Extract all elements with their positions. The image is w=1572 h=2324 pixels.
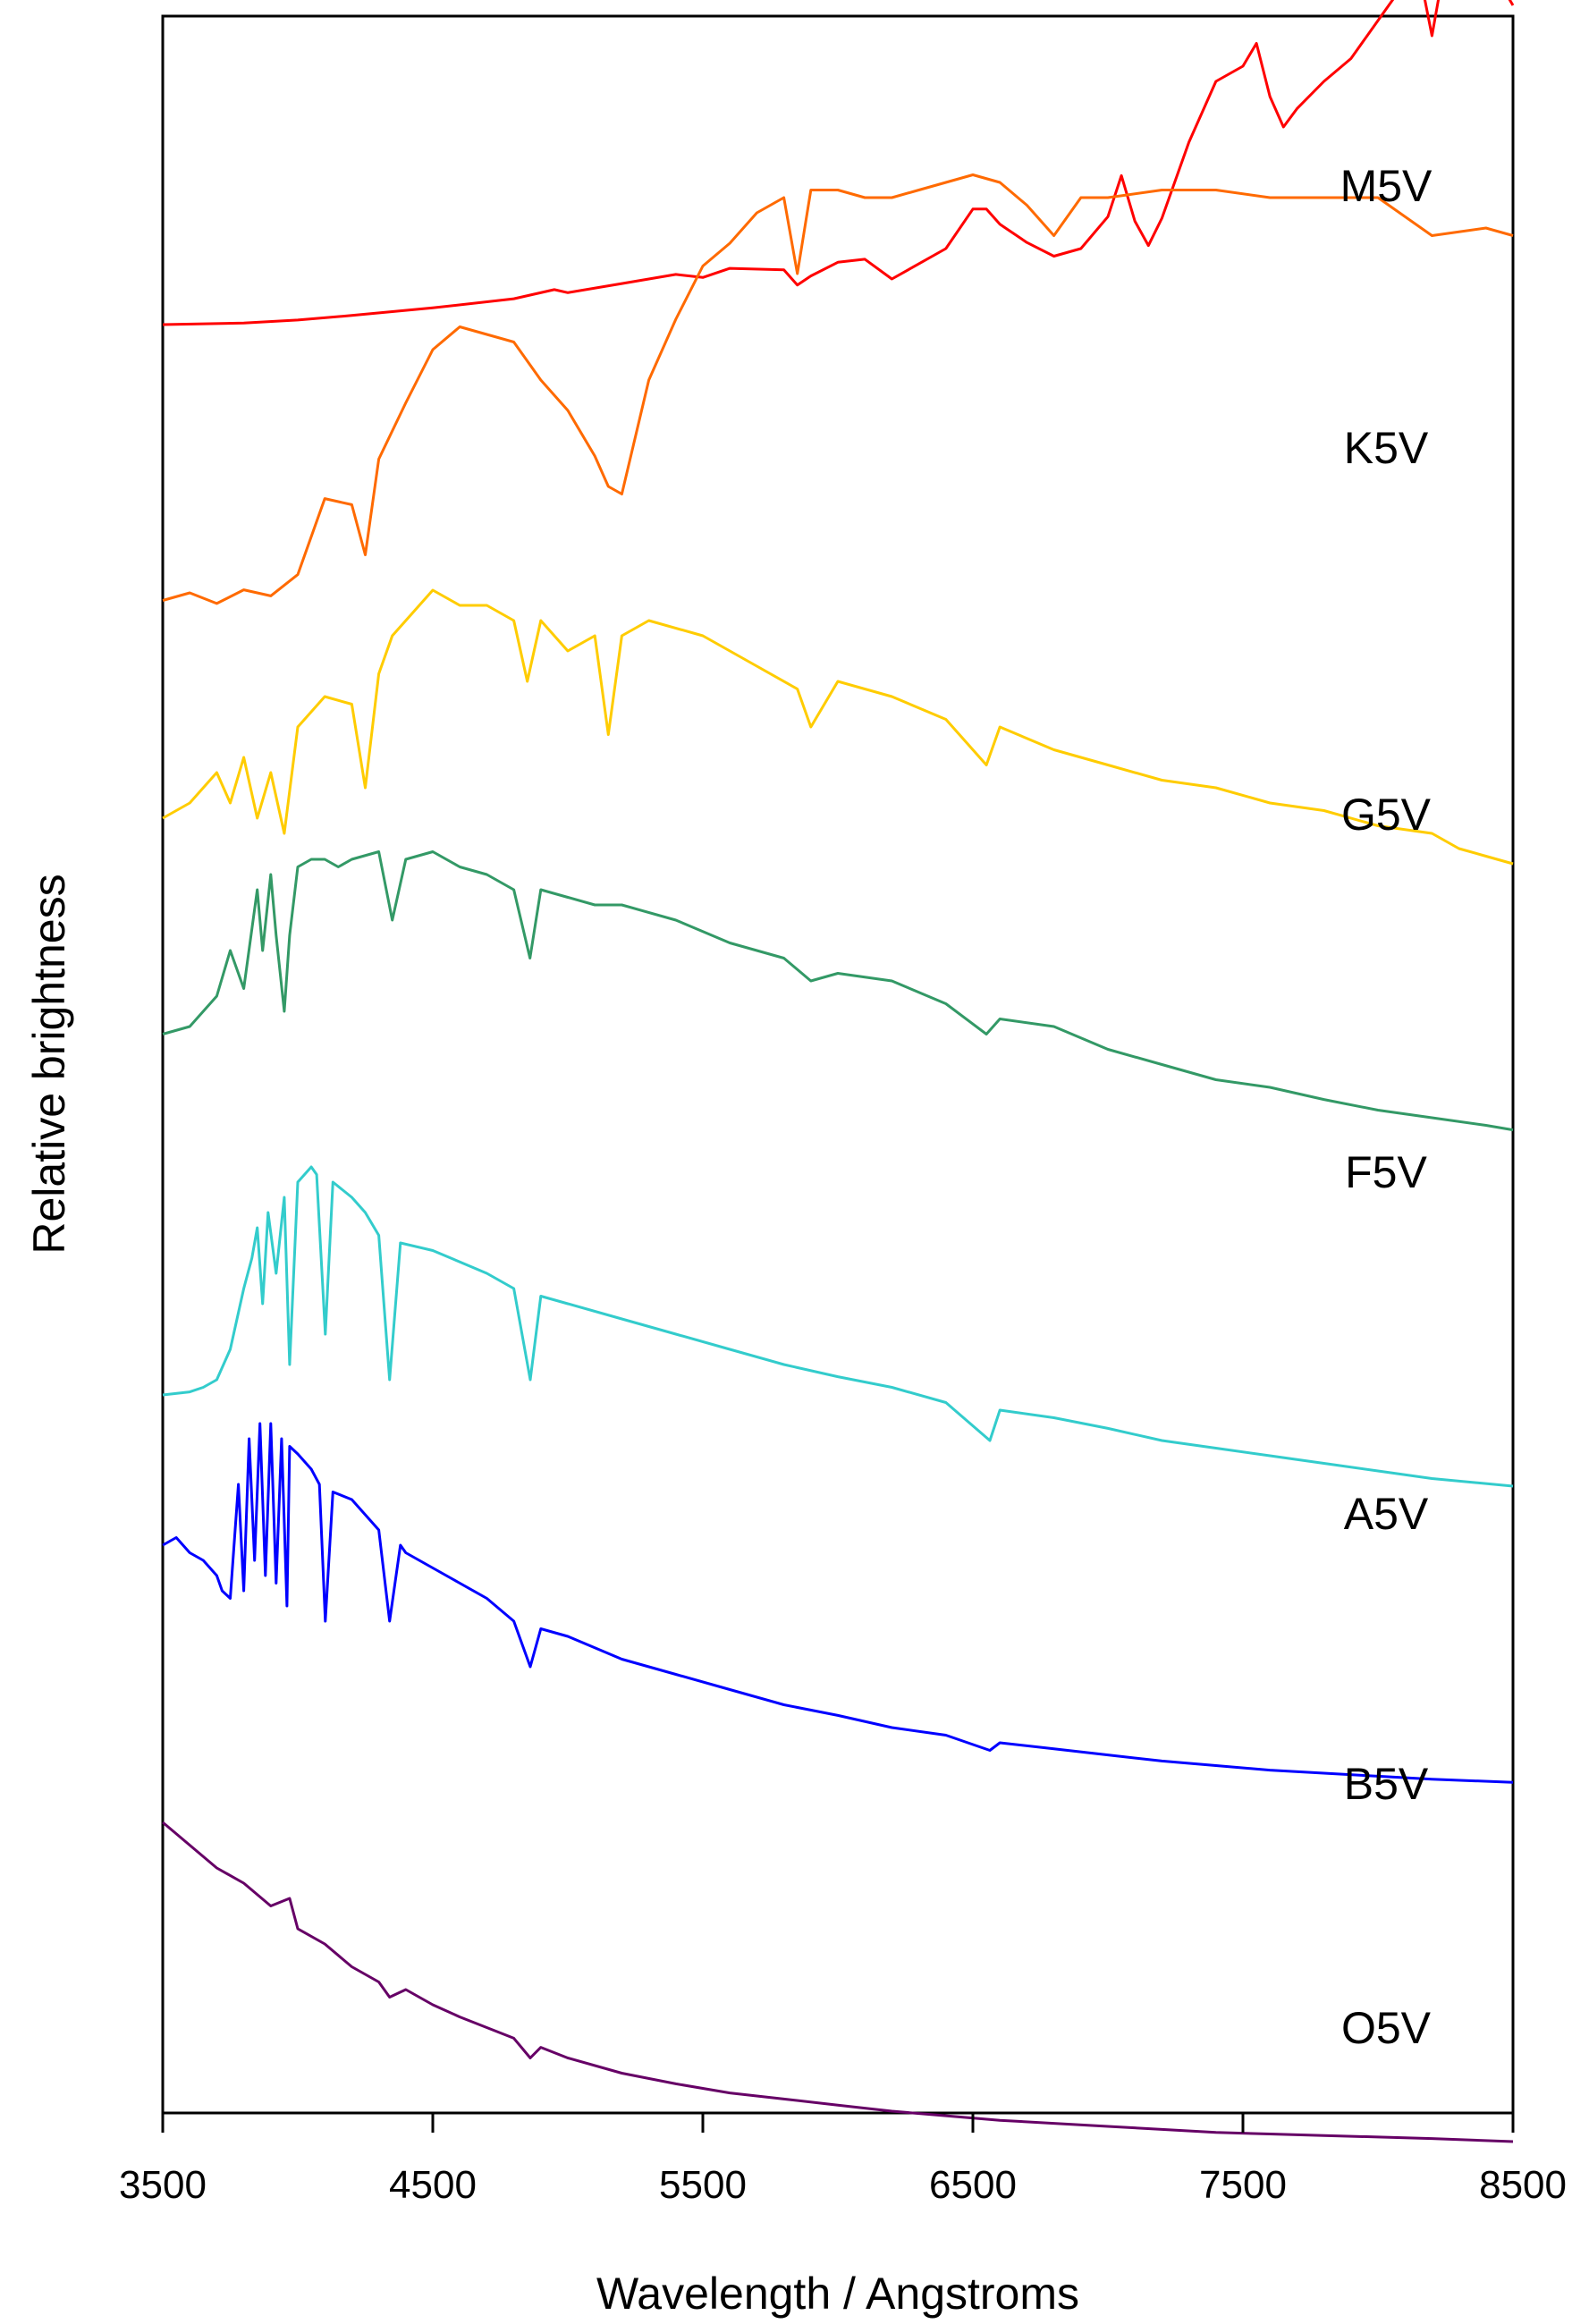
series-label-g5v: G5V (1341, 790, 1432, 840)
series-line-f5v (162, 850, 1514, 1132)
series-label-layer: M5V K5V G5V F5V A5V B5V O5V (1340, 161, 1433, 2053)
series-line-b5v (162, 1422, 1514, 1784)
x-tick-label: 4500 (389, 2163, 477, 2207)
x-tick-label: 7500 (1199, 2163, 1287, 2207)
plot-frame (161, 14, 1515, 2115)
series-label-k5v: K5V (1344, 423, 1429, 473)
x-tick-label: 5500 (659, 2163, 747, 2207)
series-line-a5v (162, 1165, 1514, 1488)
series-label-f5v: F5V (1345, 1147, 1427, 1197)
x-axis-title: Wavelength / Angstroms (596, 2269, 1079, 2319)
series-layer (162, 0, 1515, 2143)
series-line-k5v (162, 173, 1514, 605)
series-line-m5v (162, 0, 1515, 326)
y-axis-title: Relative brightness (24, 874, 74, 1254)
x-tick-label: 6500 (929, 2163, 1017, 2207)
series-line-o5v (162, 1821, 1514, 2143)
x-axis-ticks: 3500 4500 5500 6500 7500 8500 (119, 2113, 1567, 2207)
series-label-a5v: A5V (1344, 1489, 1429, 1539)
series-line-g5v (162, 588, 1514, 866)
series-label-b5v: B5V (1344, 1759, 1429, 1809)
x-tick-label: 8500 (1479, 2163, 1567, 2207)
series-label-m5v: M5V (1340, 161, 1433, 211)
x-tick-label: 3500 (119, 2163, 207, 2207)
series-label-o5v: O5V (1341, 2003, 1432, 2053)
